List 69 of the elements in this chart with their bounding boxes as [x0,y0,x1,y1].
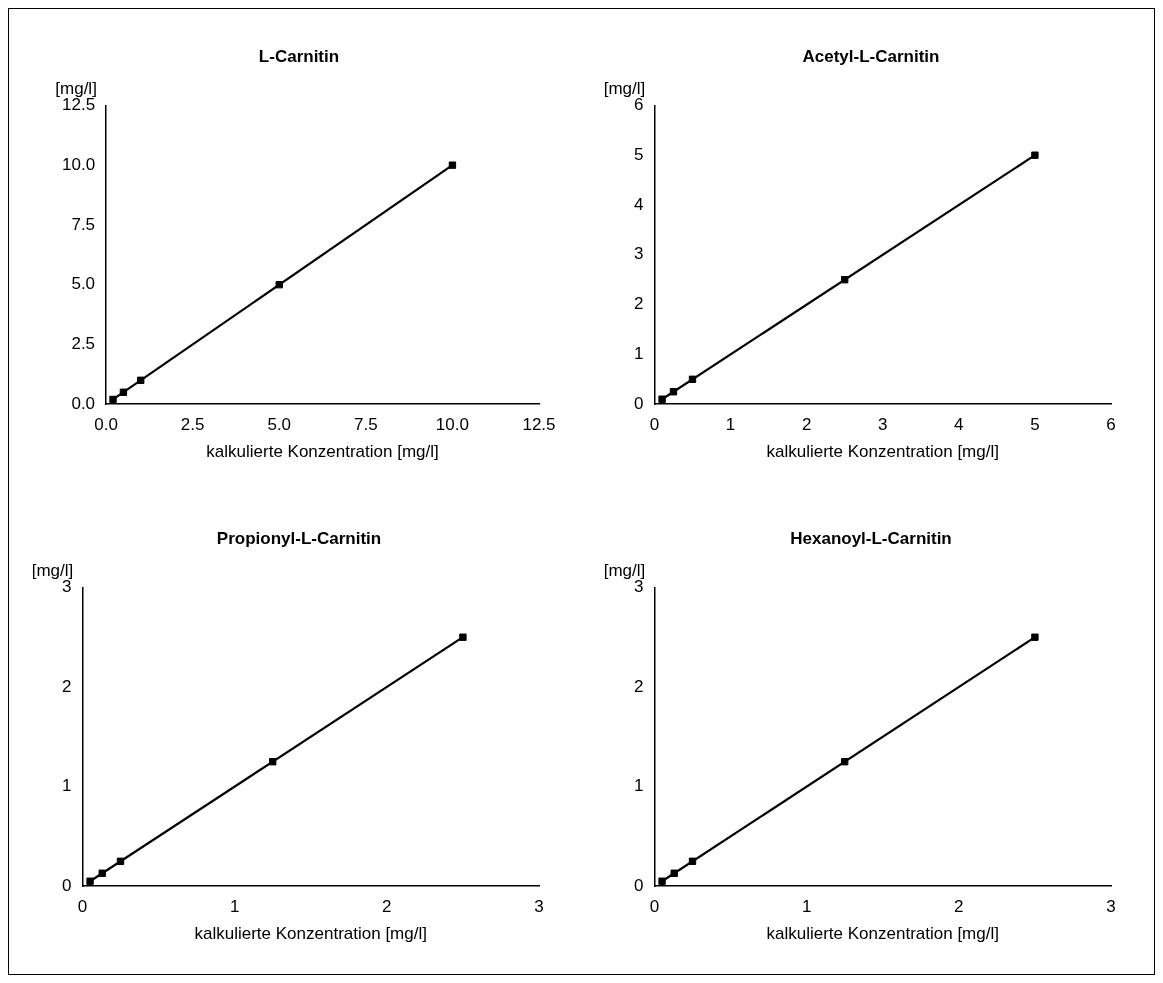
x-tick-label: 2 [801,415,812,435]
chart-title: Propionyl-L-Carnitin [216,528,382,548]
y-tick-label: 2 [633,676,644,696]
point [98,869,106,877]
point [137,376,145,384]
point [841,276,849,284]
y-tick-label: 0 [633,393,644,413]
y-tick-label: 1 [61,776,72,796]
y-tick-label: 4 [633,194,644,214]
point [841,758,849,766]
x-tick-label: 1 [229,897,240,917]
y-tick-label: 0 [633,875,644,895]
x-tick-label: 3 [877,415,888,435]
y-axis-title: [mg/l] [603,560,646,580]
point [688,857,697,865]
point [670,869,678,877]
y-tick-label: 0 [61,875,72,895]
y-tick-label: 10.0 [61,154,96,174]
x-axis-title: kalkulierte Konzentration [mg/l] [766,924,999,944]
point [269,758,277,766]
x-tick-label: 5 [1030,415,1040,435]
x-tick-label: 5.0 [267,415,292,435]
y-tick-label: 5.0 [71,274,96,294]
chart-title: Hexanoyl-L-Carnitin [790,528,952,548]
y-tick-label: 5 [633,144,644,164]
x-tick-label: 0 [649,897,660,917]
x-tick-label: 12.5 [522,415,556,435]
y-tick-label: 7.5 [71,214,96,234]
point [86,877,94,885]
point [116,857,125,865]
x-tick-label: 2 [382,897,392,917]
y-tick-label: 1 [633,344,644,364]
point [109,395,117,404]
y-tick-label: 3 [633,244,644,264]
point [688,375,697,383]
y-tick-label: 0.0 [71,393,96,413]
x-tick-label: 10.0 [435,415,469,435]
x-axis-title: kalkulierte Konzentration [mg/l] [766,442,999,462]
x-axis-title: kalkulierte Konzentration [mg/l] [206,442,439,462]
y-tick-label: 2 [633,294,644,314]
point [1031,151,1039,159]
x-tick-label: 0 [649,415,660,435]
y-tick-label: 2.5 [71,334,96,354]
chart-title: Acetyl-L-Carnitin [802,46,940,66]
x-tick-label: 3 [534,897,544,917]
y-axis-title: [mg/l] [603,78,646,98]
x-tick-label: 1 [725,415,736,435]
x-tick-label: 2.5 [180,415,205,435]
point [459,633,467,641]
point [275,281,283,289]
point [119,388,128,396]
y-tick-label: 1 [633,776,644,796]
x-tick-label: 0.0 [94,415,118,435]
x-tick-label: 4 [954,415,964,435]
x-tick-label: 7.5 [354,415,378,435]
point [448,161,457,169]
point [658,877,666,885]
y-tick-label: 2 [61,676,72,696]
chart-title: L-Carnitin [258,46,340,66]
y-axis-title: [mg/l] [55,78,97,98]
x-tick-label: 2 [954,897,964,917]
x-tick-label: 3 [1106,897,1116,917]
x-axis-title: kalkulierte Konzentration [mg/l] [194,924,427,944]
point [658,395,666,403]
point [1031,633,1039,641]
y-axis-title: [mg/l] [31,560,74,580]
x-tick-label: 1 [801,897,812,917]
point [669,388,678,396]
x-tick-label: 6 [1106,415,1116,435]
